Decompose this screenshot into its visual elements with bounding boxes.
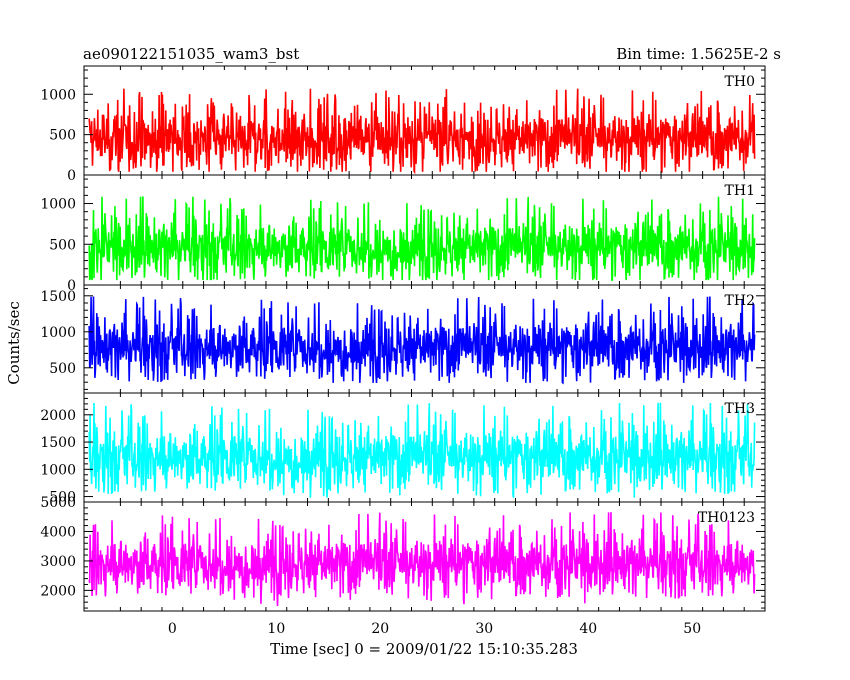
- panel-frame-th0123: [83, 501, 766, 612]
- y-tick-label: 500: [49, 490, 76, 506]
- x-tick-label: 10: [267, 621, 285, 637]
- x-tick-label: 40: [579, 621, 597, 637]
- y-tick-label: 500: [49, 237, 76, 253]
- series-trace-th0123: [88, 512, 756, 607]
- series-trace-th3: [88, 402, 756, 498]
- series-trace-th2: [88, 296, 756, 385]
- x-tick-label: 30: [475, 621, 493, 637]
- y-tick-label: 0: [67, 278, 76, 294]
- y-tick-label: 500: [49, 361, 76, 377]
- y-tick-label: 1000: [40, 87, 76, 103]
- y-tick-label: 2000: [40, 408, 76, 424]
- x-tick-label: 0: [168, 621, 177, 637]
- series-label-th3: TH3: [725, 401, 755, 417]
- y-tick-label: 1000: [40, 462, 76, 478]
- series-label-th1: TH1: [725, 183, 755, 199]
- y-tick-label: 1000: [40, 197, 76, 213]
- series-trace-th0: [88, 88, 756, 175]
- x-axis-title: Time [sec] 0 = 2009/01/22 15:10:35.283: [270, 640, 578, 658]
- y-tick-label: 5000: [40, 495, 76, 511]
- series-label-th0123: TH0123: [698, 510, 755, 526]
- y-tick-label: 3000: [40, 554, 76, 570]
- y-tick-label: 1500: [40, 435, 76, 451]
- series-trace-th1: [88, 196, 756, 281]
- series-label-th2: TH2: [725, 293, 755, 309]
- y-tick-label: 500: [49, 128, 76, 144]
- x-tick-label: 50: [683, 621, 701, 637]
- bin-time-label: Bin time: 1.5625E-2 s: [616, 45, 781, 63]
- y-tick-label: 2000: [40, 583, 76, 599]
- series-label-th0: TH0: [725, 74, 755, 90]
- y-tick-label: 1500: [40, 289, 76, 305]
- y-tick-label: 1000: [40, 325, 76, 341]
- y-tick-label: 0: [67, 168, 76, 184]
- x-tick-label: 20: [371, 621, 389, 637]
- y-axis-title: Counts/sec: [5, 301, 23, 385]
- y-tick-label: 4000: [40, 524, 76, 540]
- chart-title: ae090122151035_wam3_bst: [83, 45, 299, 63]
